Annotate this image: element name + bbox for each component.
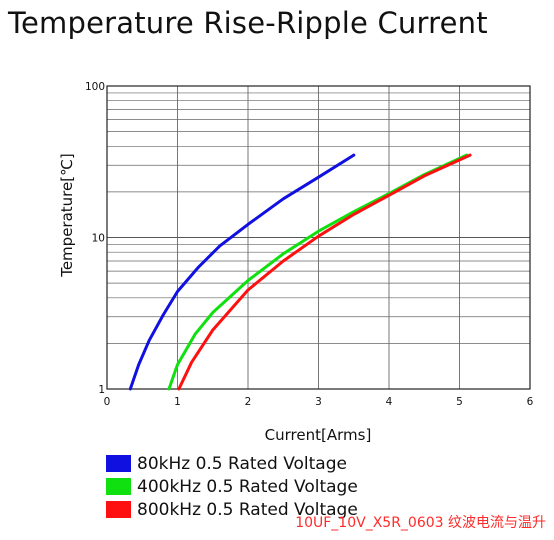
legend-swatch-80khz: [106, 455, 131, 472]
y-tick-label: 1: [98, 384, 105, 396]
x-tick-label: 4: [386, 396, 393, 408]
legend-swatch-400khz: [106, 478, 131, 495]
legend-item-400khz: 400kHz 0.5 Rated Voltage: [106, 475, 358, 498]
x-axis-title: Current[Arms]: [265, 426, 372, 444]
x-tick-label: 0: [104, 396, 111, 408]
series-line-2: [177, 153, 472, 391]
legend-label-80khz: 80kHz 0.5 Rated Voltage: [137, 453, 347, 474]
series-line-1: [167, 153, 469, 391]
x-tick-label: 1: [174, 396, 181, 408]
x-tick-label: 3: [315, 396, 322, 408]
x-tick-label: 5: [456, 396, 463, 408]
y-axis-title: Temperature[℃]: [58, 153, 76, 278]
y-tick-label: 100: [85, 81, 105, 93]
legend-item-800khz: 800kHz 0.5 Rated Voltage: [106, 498, 358, 521]
y-tick-label: 10: [92, 233, 105, 245]
series-line-0: [128, 153, 356, 391]
legend: 80kHz 0.5 Rated Voltage 400kHz 0.5 Rated…: [106, 452, 358, 521]
legend-label-800khz: 800kHz 0.5 Rated Voltage: [137, 499, 358, 520]
page-title: Temperature Rise-Ripple Current: [8, 6, 488, 40]
legend-swatch-800khz: [106, 501, 131, 518]
legend-label-400khz: 400kHz 0.5 Rated Voltage: [137, 476, 358, 497]
x-tick-label: 2: [245, 396, 252, 408]
plot-frame: [106, 85, 531, 390]
legend-item-80khz: 80kHz 0.5 Rated Voltage: [106, 452, 358, 475]
watermark-caption: 10UF_10V_X5R_0603 纹波电流与温升: [295, 515, 546, 531]
x-tick-label: 6: [527, 396, 534, 408]
series-layer: [128, 153, 472, 391]
